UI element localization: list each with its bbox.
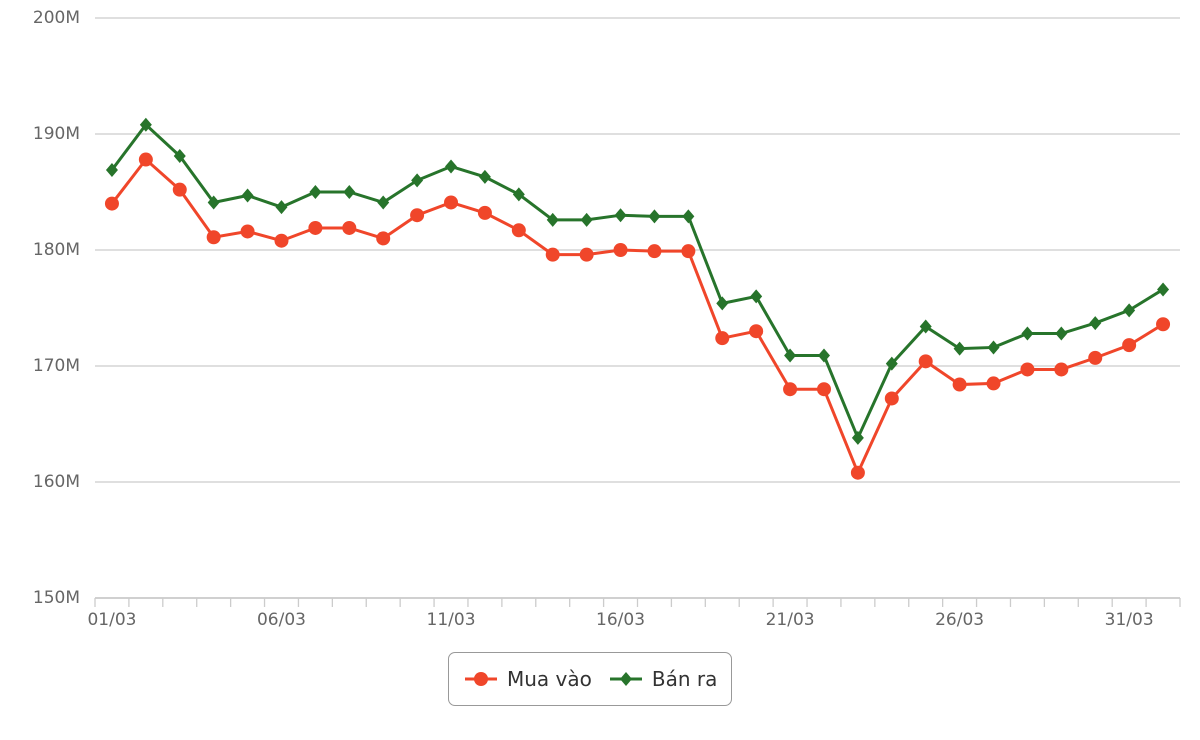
- point: [1020, 362, 1035, 377]
- point: [240, 224, 255, 239]
- y-tick-label: 200M: [33, 8, 80, 28]
- point: [648, 209, 661, 224]
- point: [308, 220, 323, 235]
- legend-marker: [619, 672, 632, 686]
- legend-label: Bán ra: [651, 667, 718, 691]
- point: [173, 149, 186, 164]
- point: [580, 212, 593, 227]
- point: [1157, 282, 1170, 297]
- point: [445, 159, 458, 174]
- x-tick-label: 31/03: [1105, 610, 1154, 630]
- point: [579, 247, 594, 262]
- point: [511, 223, 526, 238]
- point: [1021, 326, 1034, 341]
- y-tick-label: 170M: [33, 356, 80, 376]
- point: [681, 244, 696, 259]
- point: [104, 196, 119, 211]
- point: [478, 169, 491, 184]
- point: [1055, 326, 1068, 341]
- legend-swatch: [609, 672, 642, 686]
- point: [444, 195, 459, 210]
- point: [919, 319, 932, 334]
- point: [410, 208, 425, 223]
- y-tick-label: 190M: [33, 124, 80, 144]
- point: [613, 243, 628, 257]
- point: [952, 377, 967, 392]
- legend-item[interactable]: Mua vào: [463, 667, 592, 691]
- chart: 150M 160M 170M 180M 190M 200M 01/03 06/03 11/03 1…: [33, 8, 1181, 630]
- point: [376, 231, 391, 246]
- x-tick-label: 21/03: [766, 610, 815, 630]
- point: [105, 162, 118, 177]
- point: [817, 348, 830, 363]
- series-line: [110, 122, 1164, 442]
- point: [206, 230, 221, 245]
- point: [784, 348, 797, 363]
- page: {"chart_data": {"type": "line", "categor…: [32, 8, 1181, 706]
- point: [275, 200, 288, 215]
- point: [715, 331, 730, 346]
- x-tick-label: 16/03: [596, 610, 645, 630]
- point: [139, 117, 152, 132]
- point: [512, 187, 525, 202]
- x-tick-label: 26/03: [935, 610, 984, 630]
- point: [647, 244, 662, 259]
- point: [1122, 338, 1137, 353]
- point: [1156, 317, 1171, 332]
- legend-marker: [474, 672, 488, 686]
- point: [1089, 316, 1102, 331]
- point: [477, 205, 492, 220]
- y-tick-label: 160M: [33, 472, 80, 492]
- point: [274, 233, 289, 248]
- point: [1123, 303, 1136, 318]
- point: [1088, 350, 1103, 365]
- point: [309, 185, 322, 199]
- point: [783, 382, 798, 397]
- point: [750, 289, 763, 304]
- x-tick-label: 01/03: [87, 610, 136, 630]
- point: [343, 185, 356, 199]
- legend: Mua vào Bán ra: [448, 652, 733, 706]
- x-tick-label: 06/03: [257, 610, 306, 630]
- point: [850, 465, 865, 480]
- point: [986, 376, 1001, 391]
- point: [545, 247, 560, 262]
- point: [411, 173, 424, 188]
- point: [342, 220, 357, 235]
- y-tick-label: 180M: [33, 240, 80, 260]
- point: [851, 430, 864, 445]
- point: [987, 340, 1000, 355]
- point: [172, 182, 187, 197]
- series-line: [110, 157, 1164, 477]
- point: [749, 324, 764, 339]
- point: [682, 209, 695, 224]
- point: [885, 356, 898, 371]
- point: [1054, 362, 1069, 377]
- point: [241, 188, 254, 203]
- x-tick-label: 11/03: [427, 610, 476, 630]
- y-tick-label: 150M: [33, 588, 80, 608]
- point: [207, 195, 220, 210]
- point: [546, 212, 559, 227]
- point: [816, 382, 831, 397]
- point: [377, 195, 390, 210]
- point: [953, 341, 966, 356]
- legend-item[interactable]: Bán ra: [608, 667, 718, 691]
- legend-swatch: [465, 672, 497, 686]
- point: [918, 354, 933, 369]
- point: [138, 152, 153, 167]
- point: [884, 391, 899, 406]
- point: [614, 208, 627, 223]
- legend-label: Mua vào: [507, 667, 592, 691]
- point: [716, 296, 729, 311]
